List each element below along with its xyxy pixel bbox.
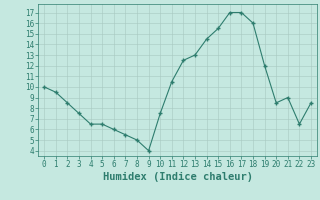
X-axis label: Humidex (Indice chaleur): Humidex (Indice chaleur): [103, 172, 252, 182]
